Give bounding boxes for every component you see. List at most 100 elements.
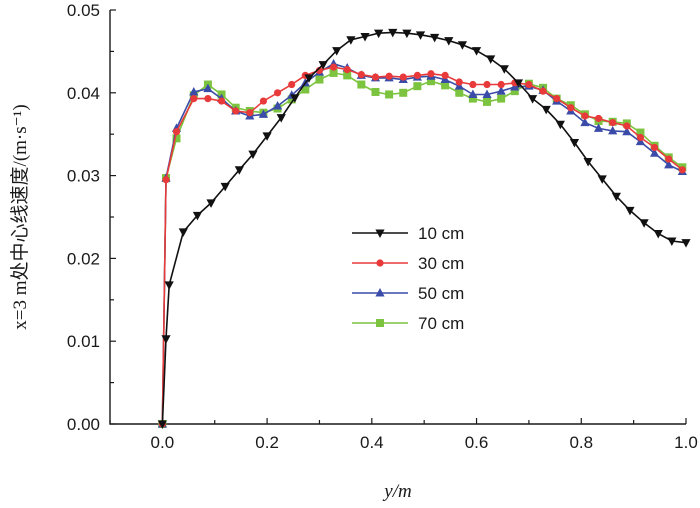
- data-point: [290, 94, 300, 103]
- data-point: [204, 94, 212, 103]
- series-10-cm: [157, 28, 691, 429]
- x-axis-label: y/m: [382, 481, 411, 502]
- data-point: [371, 73, 380, 81]
- data-point: [580, 117, 590, 127]
- data-point: [232, 107, 240, 115]
- data-point: [468, 89, 478, 98]
- data-point: [203, 83, 213, 93]
- data-point: [192, 211, 203, 221]
- data-point: [569, 138, 580, 148]
- data-point: [371, 87, 380, 96]
- data-point: [288, 80, 296, 89]
- data-point: [246, 109, 254, 117]
- data-point: [593, 123, 604, 132]
- legend-label: 30 cm: [418, 254, 464, 273]
- y-tick-label: 0.00: [67, 415, 100, 434]
- data-point: [636, 133, 645, 142]
- data-point: [539, 87, 547, 95]
- data-point: [636, 128, 645, 137]
- data-point: [206, 199, 216, 208]
- data-point: [273, 89, 282, 97]
- data-point: [318, 61, 328, 70]
- y-tick-label: 0.01: [67, 332, 100, 351]
- data-point: [555, 120, 565, 130]
- data-point: [315, 75, 324, 84]
- data-point: [681, 239, 691, 248]
- data-point: [664, 159, 674, 169]
- data-point: [178, 228, 188, 237]
- data-point: [541, 105, 551, 115]
- data-point: [304, 74, 314, 83]
- data-point: [301, 85, 310, 94]
- data-point: [457, 41, 468, 50]
- series-line: [161, 31, 687, 425]
- data-point: [172, 128, 181, 136]
- data-point: [262, 132, 272, 141]
- data-point: [287, 95, 296, 104]
- data-point: [444, 37, 454, 46]
- legend-marker: [375, 288, 385, 297]
- data-point: [513, 79, 524, 88]
- series-30-cm: [158, 63, 686, 428]
- data-point: [399, 88, 408, 97]
- data-point: [653, 230, 663, 239]
- data-point: [343, 71, 352, 80]
- data-point: [496, 86, 506, 95]
- data-point: [639, 219, 649, 228]
- data-point: [567, 104, 575, 112]
- series-group: [157, 28, 691, 429]
- data-point: [650, 143, 659, 152]
- data-point: [332, 47, 342, 56]
- series-line: [161, 66, 683, 425]
- data-point: [402, 29, 412, 39]
- data-point: [360, 32, 370, 42]
- series-line: [161, 62, 683, 425]
- data-point: [220, 182, 230, 192]
- data-point: [609, 119, 617, 127]
- x-tick-label: 0.8: [569, 433, 593, 452]
- data-point: [374, 29, 384, 39]
- data-point: [649, 148, 660, 157]
- legend-item: 10 cm: [352, 224, 464, 243]
- legend-item: 70 cm: [352, 314, 464, 333]
- x-tick-label: 0.6: [465, 433, 489, 452]
- data-point: [357, 80, 366, 89]
- data-point: [415, 31, 426, 40]
- data-point: [234, 166, 244, 175]
- data-point: [346, 36, 356, 45]
- legend-item: 50 cm: [352, 284, 464, 303]
- data-point: [413, 82, 422, 91]
- axis-ticks: 0.0 0.2 0.4 0.6 0.8 1.0 0.00 0.01 0.02 0.03 0.04 0.…: [67, 1, 698, 452]
- data-point: [259, 97, 268, 105]
- data-point: [527, 95, 538, 104]
- data-point: [164, 281, 174, 290]
- data-point: [483, 97, 492, 106]
- data-point: [441, 81, 450, 90]
- legend-label: 50 cm: [418, 284, 464, 303]
- y-tick-label: 0.03: [67, 167, 100, 186]
- data-point: [430, 33, 440, 43]
- data-point: [329, 63, 338, 71]
- data-point: [343, 66, 351, 74]
- data-point: [625, 206, 635, 216]
- legend-marker: [376, 319, 384, 327]
- y-tick-label: 0.02: [67, 249, 100, 268]
- legend-label: 10 cm: [418, 224, 464, 243]
- x-tick-label: 0.4: [360, 433, 384, 452]
- legend-label: 70 cm: [418, 314, 464, 333]
- data-point: [483, 80, 491, 89]
- data-point: [413, 71, 421, 80]
- data-point: [357, 70, 365, 79]
- y-tick-label: 0.04: [67, 84, 100, 103]
- data-point: [623, 122, 631, 130]
- data-point: [455, 78, 463, 86]
- x-tick-label: 0.0: [151, 433, 175, 452]
- series-70-cm: [158, 68, 687, 428]
- data-point: [667, 237, 677, 247]
- data-point: [258, 109, 269, 118]
- data-point: [329, 68, 338, 77]
- data-point: [678, 166, 686, 174]
- data-point: [399, 73, 407, 81]
- x-tick-label: 1.0: [674, 433, 698, 452]
